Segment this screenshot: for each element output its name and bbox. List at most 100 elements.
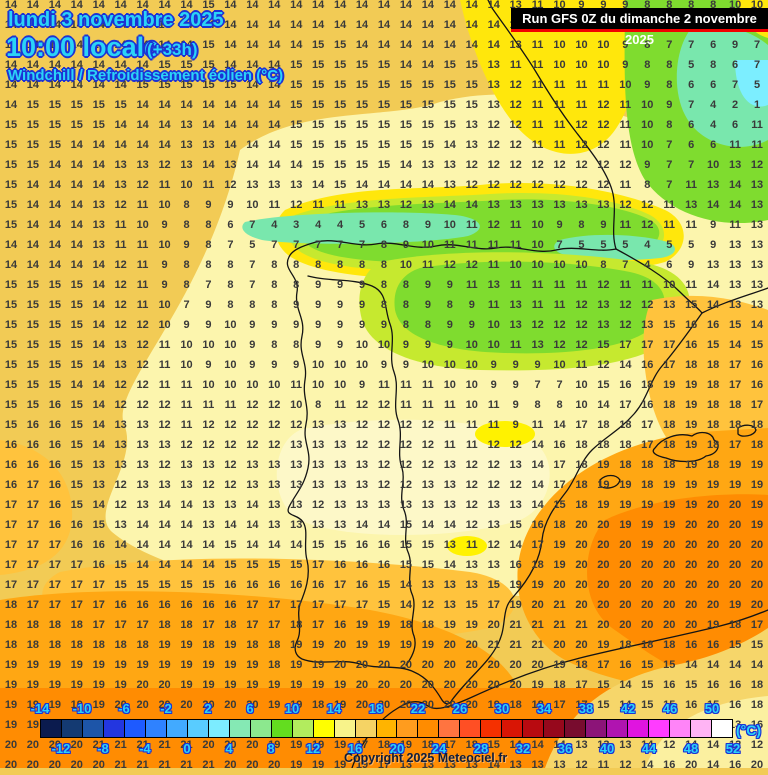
grid-value: 20 [399, 699, 413, 711]
grid-value: 15 [202, 39, 215, 51]
grid-value: 13 [509, 319, 522, 331]
grid-value: 14 [92, 159, 105, 171]
meseta-green [394, 261, 665, 354]
grid-value: 20 [26, 759, 40, 771]
grid-value: 14 [443, 39, 456, 51]
grid-row: 17 17 17 16 16 14 14 14 14 14 15 14 14 14 15 15 16 16 15 15… [0, 535, 768, 555]
grid-value: 14 [487, 39, 500, 51]
grid-value: 19 [312, 739, 325, 751]
grid-value: 11 [509, 339, 522, 351]
grid-value: 9 [227, 199, 234, 211]
grid-value: 14 [26, 79, 40, 91]
grid-value: 12 [531, 319, 544, 331]
grid-value: 20 [377, 659, 391, 671]
grid-value: 7 [271, 239, 278, 251]
grid-value: 15 [26, 299, 40, 311]
grid-value: 11 [422, 379, 434, 391]
grid-value: 8 [271, 299, 278, 311]
grid-value: 14 [355, 39, 369, 51]
grid-value: 14 [290, 19, 303, 31]
grid-value: 13 [443, 499, 456, 511]
grid-value: 20 [136, 679, 149, 691]
grid-value: 19 [685, 399, 698, 411]
grid-value: 9 [161, 219, 168, 231]
grid-value: 14 [158, 19, 171, 31]
grid-value: 13 [312, 519, 325, 531]
grid-value: 19 [158, 639, 171, 651]
grid-value: 11 [575, 99, 588, 111]
grid-value: 15 [641, 659, 654, 671]
grid-row: 14 14 14 14 14 14 14 14 14 15 14 14 14 14 14 14 14 14 14 14… [0, 0, 768, 15]
grid-value: 11 [553, 79, 566, 91]
grid-value: 15 [421, 559, 434, 571]
grid-value: 15 [26, 99, 40, 111]
grid-value: 17 [597, 659, 610, 671]
grid-value: 15 [443, 119, 456, 131]
grid-value: 15 [377, 119, 391, 131]
grid-value: 9 [337, 339, 344, 351]
grid-row: 15 14 14 14 13 11 10 9 8 8 6 7 4 3 4 4 5 6 8 9 10 11 12 11 10 9 8 9… [0, 215, 768, 235]
grid-value: 15 [4, 199, 18, 211]
grid-value: 19 [224, 679, 237, 691]
grid-value: 9 [337, 299, 344, 311]
grid-value: 16 [685, 339, 698, 351]
grid-value: 18 [750, 679, 764, 691]
grid-value: 19 [641, 539, 654, 551]
grid-value: 15 [4, 379, 18, 391]
grid-value: 11 [136, 259, 149, 271]
grid-value: 11 [509, 219, 522, 231]
grid-value: 19 [619, 499, 632, 511]
grid-value: 14 [333, 0, 347, 11]
grid-value: 18 [685, 359, 698, 371]
grid-value: 12 [114, 259, 127, 271]
grid-value: 10 [531, 219, 544, 231]
grid-value: 19 [4, 659, 18, 671]
grid-value: 12 [597, 279, 610, 291]
grid-value: 19 [355, 639, 369, 651]
scale-cell [103, 719, 125, 738]
grid-value: 1 [753, 99, 761, 111]
grid-value: 17 [663, 339, 676, 351]
grid-value: 15 [333, 159, 347, 171]
grid-value: 15 [70, 319, 83, 331]
grid-value: 18 [421, 619, 434, 631]
grid-value: 15 [70, 359, 83, 371]
grid-value: 14 [48, 259, 61, 271]
grid-value: 6 [710, 39, 717, 51]
grid-value: 20 [728, 539, 742, 551]
grid-value: 11 [136, 239, 149, 251]
grid-value: 11 [136, 199, 149, 211]
mint-france-region [676, 25, 768, 147]
grid-value: 19 [26, 659, 40, 671]
grid-value: 11 [180, 379, 193, 391]
grid-value: 12 [268, 439, 281, 451]
grid-value: 18 [575, 439, 588, 451]
grid-value: 8 [402, 319, 409, 331]
catalonia-light-orange [643, 295, 768, 474]
grid-value: 12 [750, 159, 764, 171]
grid-value: 12 [268, 419, 281, 431]
grid-row: 15 15 15 14 14 12 12 11 11 10 10 10 10 11 10 10 9 11 11 11 1… [0, 375, 768, 395]
grid-value: 12 [114, 399, 127, 411]
grid-value: 14 [465, 39, 478, 51]
grid-value: 11 [422, 259, 434, 271]
grid-value: 9 [380, 319, 388, 331]
grid-row: 16 16 16 15 14 13 13 13 12 12 12 12 12 13 13 13 12 12 12 12… [0, 435, 768, 455]
grid-value: 9 [315, 319, 322, 331]
grid-value: 14 [728, 199, 742, 211]
grid-value: 15 [48, 379, 61, 391]
grid-value: 14 [92, 0, 105, 11]
grid-value: 11 [553, 299, 566, 311]
scale-label: 16 [347, 741, 363, 756]
grid-value: 14 [70, 0, 83, 11]
grid-value: 20 [575, 639, 588, 651]
grid-value: 11 [531, 79, 544, 91]
grid-value: 14 [268, 39, 281, 51]
grid-value: 11 [400, 379, 412, 391]
grid-value: 17 [48, 539, 61, 551]
grid-value: 14 [158, 559, 171, 571]
grid-value: 18 [707, 399, 720, 411]
grid-value: 20 [707, 519, 720, 531]
grid-value: 14 [114, 79, 127, 91]
grid-value: 18 [399, 619, 413, 631]
